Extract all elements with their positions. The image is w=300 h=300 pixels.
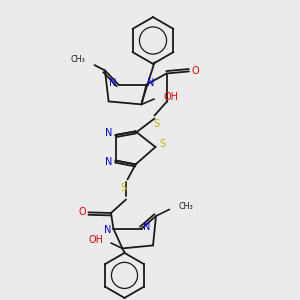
Text: N: N [105,157,112,167]
Text: N: N [104,225,112,235]
Text: S: S [120,183,126,193]
Text: O: O [192,66,200,76]
Text: N: N [110,78,117,88]
Text: N: N [143,222,151,232]
Text: OH: OH [89,235,104,245]
Text: O: O [78,207,86,218]
Text: OH: OH [163,92,178,102]
Text: S: S [159,139,165,149]
Text: S: S [153,119,159,129]
Text: N: N [147,78,155,88]
Text: N: N [105,128,112,139]
Text: CH₃: CH₃ [71,55,86,64]
Text: CH₃: CH₃ [178,202,193,211]
